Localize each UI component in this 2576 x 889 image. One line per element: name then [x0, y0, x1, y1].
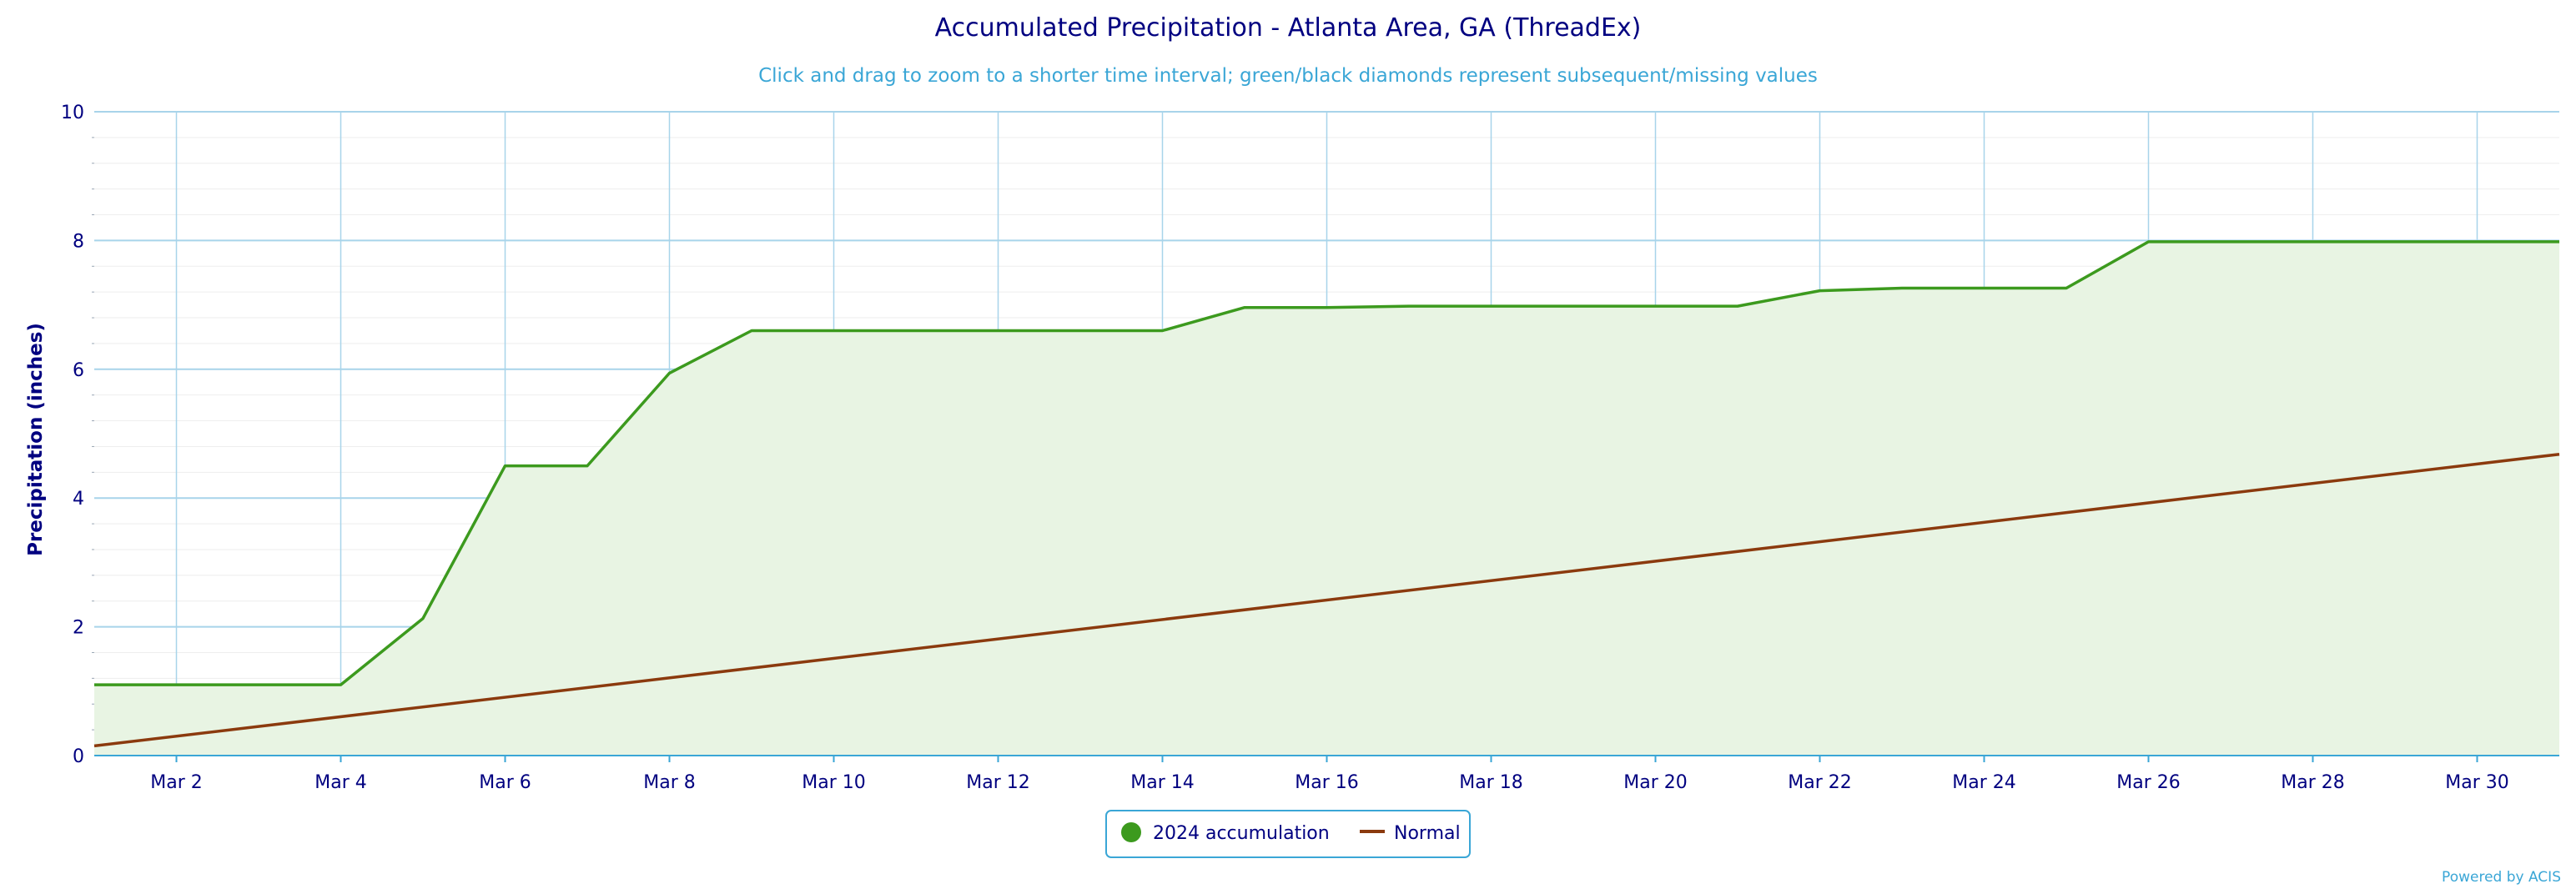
data-point-accumulation[interactable] [2557, 239, 2562, 244]
data-point-accumulation[interactable] [92, 682, 97, 687]
legend-label-accumulation[interactable]: 2024 accumulation [1153, 823, 1330, 844]
data-point-accumulation[interactable] [420, 616, 425, 621]
x-tick-label: Mar 6 [479, 772, 531, 793]
data-point-accumulation[interactable] [749, 328, 754, 333]
x-tick-label: Mar 14 [1130, 772, 1195, 793]
y-tick-label: 10 [61, 103, 84, 123]
data-point-accumulation[interactable] [2146, 239, 2151, 244]
x-tick-label: Mar 30 [2445, 772, 2509, 793]
x-tick-label: Mar 4 [314, 772, 367, 793]
data-point-accumulation[interactable] [1899, 286, 1904, 291]
y-tick-label: 0 [73, 746, 84, 767]
data-point-accumulation[interactable] [996, 328, 1001, 333]
x-tick-label: Mar 28 [2281, 772, 2345, 793]
series-line-normal[interactable] [93, 452, 2560, 748]
data-point-accumulation[interactable] [1982, 286, 1987, 291]
x-tick-label: Mar 16 [1295, 772, 1359, 793]
data-point-accumulation[interactable] [339, 682, 344, 687]
data-point-accumulation[interactable] [1571, 304, 1576, 309]
data-point-accumulation[interactable] [1325, 305, 1330, 310]
data-point-accumulation[interactable] [1406, 304, 1411, 309]
data-point-accumulation[interactable] [2392, 239, 2397, 244]
y-tick-label: 6 [73, 360, 84, 381]
x-tick-label: Mar 20 [1623, 772, 1688, 793]
data-point-accumulation[interactable] [832, 328, 837, 333]
data-point-accumulation[interactable] [913, 328, 918, 333]
legend-box [1105, 810, 1471, 858]
x-axis: Mar 2 Mar 4 Mar 6 Mar 8 Mar 10 Mar 12 Mar 14 Ma… [94, 755, 2559, 793]
data-point-accumulation[interactable] [174, 682, 179, 687]
y-axis: 0 2 4 6 8 10 [61, 103, 84, 767]
x-tick-label: Mar 10 [802, 772, 866, 793]
x-tick-label: Mar 12 [966, 772, 1030, 793]
x-tick-label: Mar 22 [1788, 772, 1852, 793]
plot-area[interactable] [92, 239, 2562, 756]
y-tick-label: 2 [73, 618, 84, 639]
legend-marker-accumulation [1121, 822, 1141, 842]
data-point-accumulation[interactable] [585, 464, 590, 469]
data-point-accumulation[interactable] [256, 682, 261, 687]
legend-label-normal[interactable]: Normal [1394, 823, 1461, 844]
data-point-accumulation[interactable] [1078, 328, 1083, 333]
x-tick-label: Mar 8 [643, 772, 696, 793]
y-tick-label: 4 [73, 489, 84, 510]
x-tick-label: Mar 24 [1952, 772, 2016, 793]
data-point-accumulation[interactable] [2064, 286, 2069, 291]
chart-title: Accumulated Precipitation - Atlanta Area… [935, 13, 1642, 43]
data-point-accumulation[interactable] [503, 464, 508, 469]
credit-link[interactable]: Powered by ACIS [2442, 869, 2561, 886]
series-area-accumulation [94, 241, 2559, 756]
x-tick-label: Mar 26 [2116, 772, 2181, 793]
data-point-accumulation[interactable] [667, 370, 672, 375]
data-point-accumulation[interactable] [1242, 305, 1247, 310]
legend[interactable]: 2024 accumulation Normal [1105, 810, 1471, 858]
data-point-accumulation[interactable] [1489, 304, 1494, 309]
chart-subtitle: Click and drag to zoom to a shorter time… [758, 65, 1818, 87]
series-line-accumulation[interactable] [94, 240, 2559, 686]
x-tick-label: Mar 18 [1459, 772, 1523, 793]
x-tick-label: Mar 2 [150, 772, 203, 793]
data-point-accumulation[interactable] [2228, 239, 2233, 244]
y-axis-label: Precipitation (inches) [25, 323, 47, 556]
data-point-accumulation[interactable] [1160, 328, 1165, 333]
data-point-accumulation[interactable] [1653, 304, 1658, 309]
y-tick-label: 8 [73, 231, 84, 252]
data-point-accumulation[interactable] [1818, 289, 1823, 294]
data-point-accumulation[interactable] [1735, 304, 1740, 309]
data-point-accumulation[interactable] [2311, 239, 2316, 244]
data-point-accumulation[interactable] [2475, 239, 2480, 244]
